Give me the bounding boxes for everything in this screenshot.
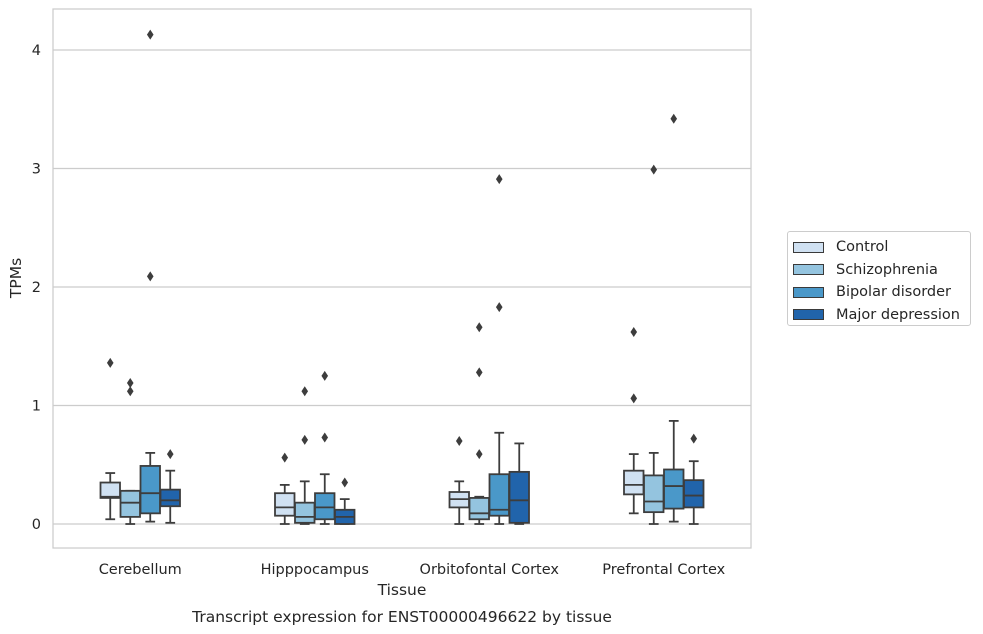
box-iqr <box>623 469 645 496</box>
y-tick-label: 3 <box>32 162 41 178</box>
x-tick-label: Orbitofontal Cortex <box>420 562 560 578</box>
x-tick-labels: Cerebellum Hipppocampus Orbitofontal Corte… <box>99 562 726 578</box>
box-control <box>448 436 470 525</box>
outlier-point <box>281 452 289 463</box>
outlier-point <box>301 386 309 397</box>
x-axis-label: Tissue <box>377 581 427 599</box>
y-axis-label: TPMs <box>7 258 25 299</box>
x-tick-label: Hipppocampus <box>261 562 369 578</box>
outlier-point <box>146 271 154 282</box>
box-iqr <box>99 481 121 499</box>
box-schizophrenia <box>643 164 665 525</box>
chart-caption: Transcript expression for ENST0000049662… <box>191 608 612 626</box>
box-iqr <box>274 492 296 517</box>
legend-item: Control <box>792 236 970 259</box>
outlier-point <box>126 386 134 397</box>
box-major-depression <box>159 449 181 524</box>
outlier-point <box>126 377 134 388</box>
legend: Control Schizophrenia Bipolar disorder Majo… <box>787 231 971 326</box>
box-iqr <box>643 474 665 514</box>
box-bipolar-disorder <box>139 29 161 523</box>
outlier-point <box>341 477 349 488</box>
x-tick-label: Cerebellum <box>99 562 182 578</box>
boxes-group <box>99 29 705 525</box>
legend-swatch <box>793 286 824 298</box>
plot-area-frame <box>52 8 752 549</box>
legend-label: Schizophrenia <box>836 261 938 278</box>
box-bipolar-disorder <box>663 113 685 523</box>
y-tick-label: 2 <box>32 280 41 296</box>
x-tick-label: Prefrontal Cortex <box>602 562 725 578</box>
outlier-point <box>690 433 698 444</box>
box-control <box>99 357 121 521</box>
box-iqr <box>294 501 316 524</box>
legend-swatch <box>793 309 824 321</box>
box-iqr <box>159 488 181 508</box>
outlier-point <box>475 367 483 378</box>
box-iqr <box>508 470 530 524</box>
outlier-point <box>495 174 503 185</box>
legend-item: Schizophrenia <box>792 259 970 282</box>
outlier-point <box>495 302 503 313</box>
box-iqr <box>119 489 141 518</box>
box-bipolar-disorder <box>314 370 336 525</box>
box-iqr <box>139 465 161 515</box>
legend-label: Control <box>836 239 889 256</box>
box-iqr <box>314 492 336 521</box>
outlier-point <box>146 29 154 40</box>
box-schizophrenia <box>119 377 141 525</box>
outlier-point <box>630 393 638 404</box>
legend-item: Major depression <box>792 304 970 327</box>
box-major-depression <box>683 433 705 525</box>
outlier-point <box>321 432 329 443</box>
y-tick-label: 1 <box>32 399 41 415</box>
box-major-depression <box>334 477 356 525</box>
outlier-point <box>670 113 678 124</box>
box-schizophrenia <box>468 322 490 525</box>
legend-label: Bipolar disorder <box>836 284 951 301</box>
outlier-point <box>475 322 483 333</box>
outlier-point <box>475 449 483 460</box>
gridlines <box>53 49 751 525</box>
outlier-point <box>321 370 329 381</box>
box-iqr <box>683 479 705 509</box>
outlier-point <box>106 357 114 368</box>
legend-item: Bipolar disorder <box>792 281 970 304</box>
legend-swatch <box>793 241 824 253</box>
y-tick-label: 0 <box>32 517 41 533</box>
y-tick-labels: 0 1 2 3 4 <box>32 43 41 533</box>
box-iqr <box>663 468 685 510</box>
outlier-point <box>301 434 309 445</box>
box-schizophrenia <box>294 386 316 525</box>
box-control <box>623 327 645 515</box>
box-major-depression <box>508 442 530 525</box>
legend-swatch <box>793 264 824 276</box>
y-tick-label: 4 <box>32 43 41 59</box>
outlier-point <box>455 436 463 447</box>
box-control <box>274 452 296 525</box>
legend-label: Major depression <box>836 306 960 323</box>
box-iqr <box>468 497 490 521</box>
outlier-point <box>166 449 174 460</box>
outlier-point <box>650 164 658 175</box>
box-bipolar-disorder <box>488 174 510 525</box>
outlier-point <box>630 327 638 338</box>
